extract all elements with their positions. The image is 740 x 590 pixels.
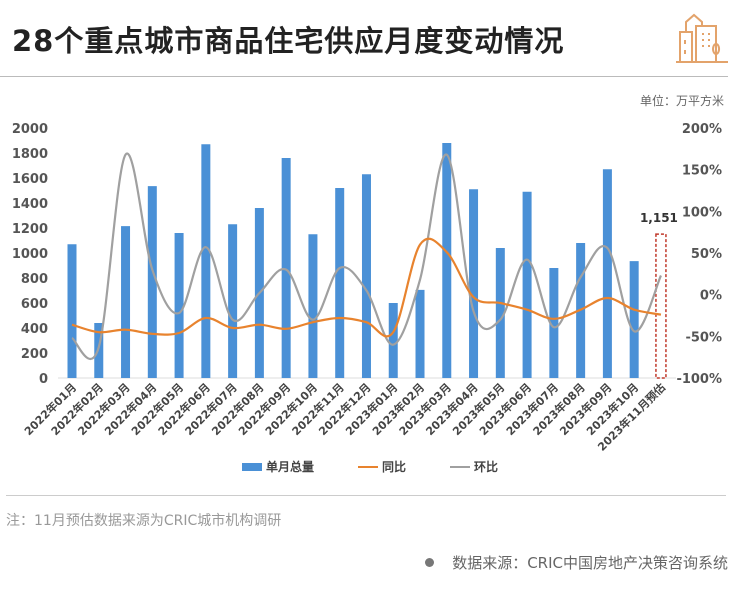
right-tick-label: -50% — [685, 330, 722, 345]
legend-item-mom: 环比 — [450, 458, 498, 475]
bar — [361, 174, 371, 378]
legend-label: 同比 — [381, 460, 406, 474]
bar — [602, 169, 612, 378]
unit-label: 单位：万平方米 — [639, 94, 724, 108]
bar-estimate — [655, 233, 667, 379]
buildings-icon — [676, 10, 728, 68]
bar — [174, 233, 184, 378]
left-tick-label: 400 — [21, 322, 48, 337]
footnote: 注：11月预估数据来源为CRIC城市机构调研 — [6, 513, 282, 529]
combo-chart: 0 200 400 600 800 1000 1200 1400 1600 1800 2000 -10… — [12, 122, 722, 454]
bar — [147, 186, 157, 378]
right-tick-label: 50% — [691, 247, 722, 262]
bar — [335, 188, 345, 378]
bar — [281, 158, 291, 378]
bar — [549, 268, 559, 378]
left-tick-label: 0 — [39, 372, 48, 387]
legend-swatch-yoy — [357, 465, 378, 468]
left-tick-label: 800 — [21, 272, 48, 287]
left-tick-label: 1200 — [12, 222, 48, 237]
legend-item-volume: 单月总量 — [241, 458, 314, 475]
bar — [469, 189, 479, 378]
right-tick-label: 150% — [682, 164, 722, 179]
left-tick-label: 1600 — [12, 172, 48, 187]
legend-label: 环比 — [474, 460, 499, 474]
source-text: 数据来源：CRIC中国房地产决策咨询系统 — [452, 554, 728, 572]
estimate-label: 1,151 — [640, 211, 678, 225]
bar — [388, 303, 398, 378]
bar — [495, 248, 505, 378]
right-tick-label: 0% — [700, 289, 722, 304]
left-tick-label: 600 — [21, 297, 48, 312]
data-source: 数据来源：CRIC中国房地产决策咨询系统 — [425, 552, 728, 573]
bar — [442, 143, 452, 378]
legend-swatch-mom — [450, 465, 470, 468]
right-tick-label: 100% — [682, 205, 722, 220]
bar — [415, 289, 425, 378]
left-tick-label: 2000 — [12, 122, 48, 137]
left-tick-label: 1000 — [12, 247, 48, 262]
legend-item-yoy: 同比 — [357, 458, 406, 475]
page-title: 28个重点城市商品住宅供应月度变动情况 — [12, 24, 565, 58]
left-tick-label: 200 — [21, 347, 48, 362]
right-tick-label: 200% — [682, 122, 722, 137]
bar — [121, 226, 131, 378]
footer-divider — [6, 495, 726, 496]
bar — [308, 234, 318, 378]
bar — [629, 261, 639, 378]
bullet-icon — [425, 558, 435, 567]
bar — [228, 224, 238, 378]
legend: 单月总量 同比 环比 — [0, 458, 740, 475]
right-tick-label: -100% — [676, 372, 722, 387]
left-tick-label: 1800 — [12, 147, 48, 162]
legend-label: 单月总量 — [265, 460, 314, 474]
legend-swatch-bar — [241, 462, 262, 471]
left-tick-label: 1400 — [12, 197, 48, 212]
title-divider — [0, 76, 728, 77]
bar — [67, 244, 77, 378]
bar — [522, 191, 532, 378]
bar — [201, 144, 211, 378]
